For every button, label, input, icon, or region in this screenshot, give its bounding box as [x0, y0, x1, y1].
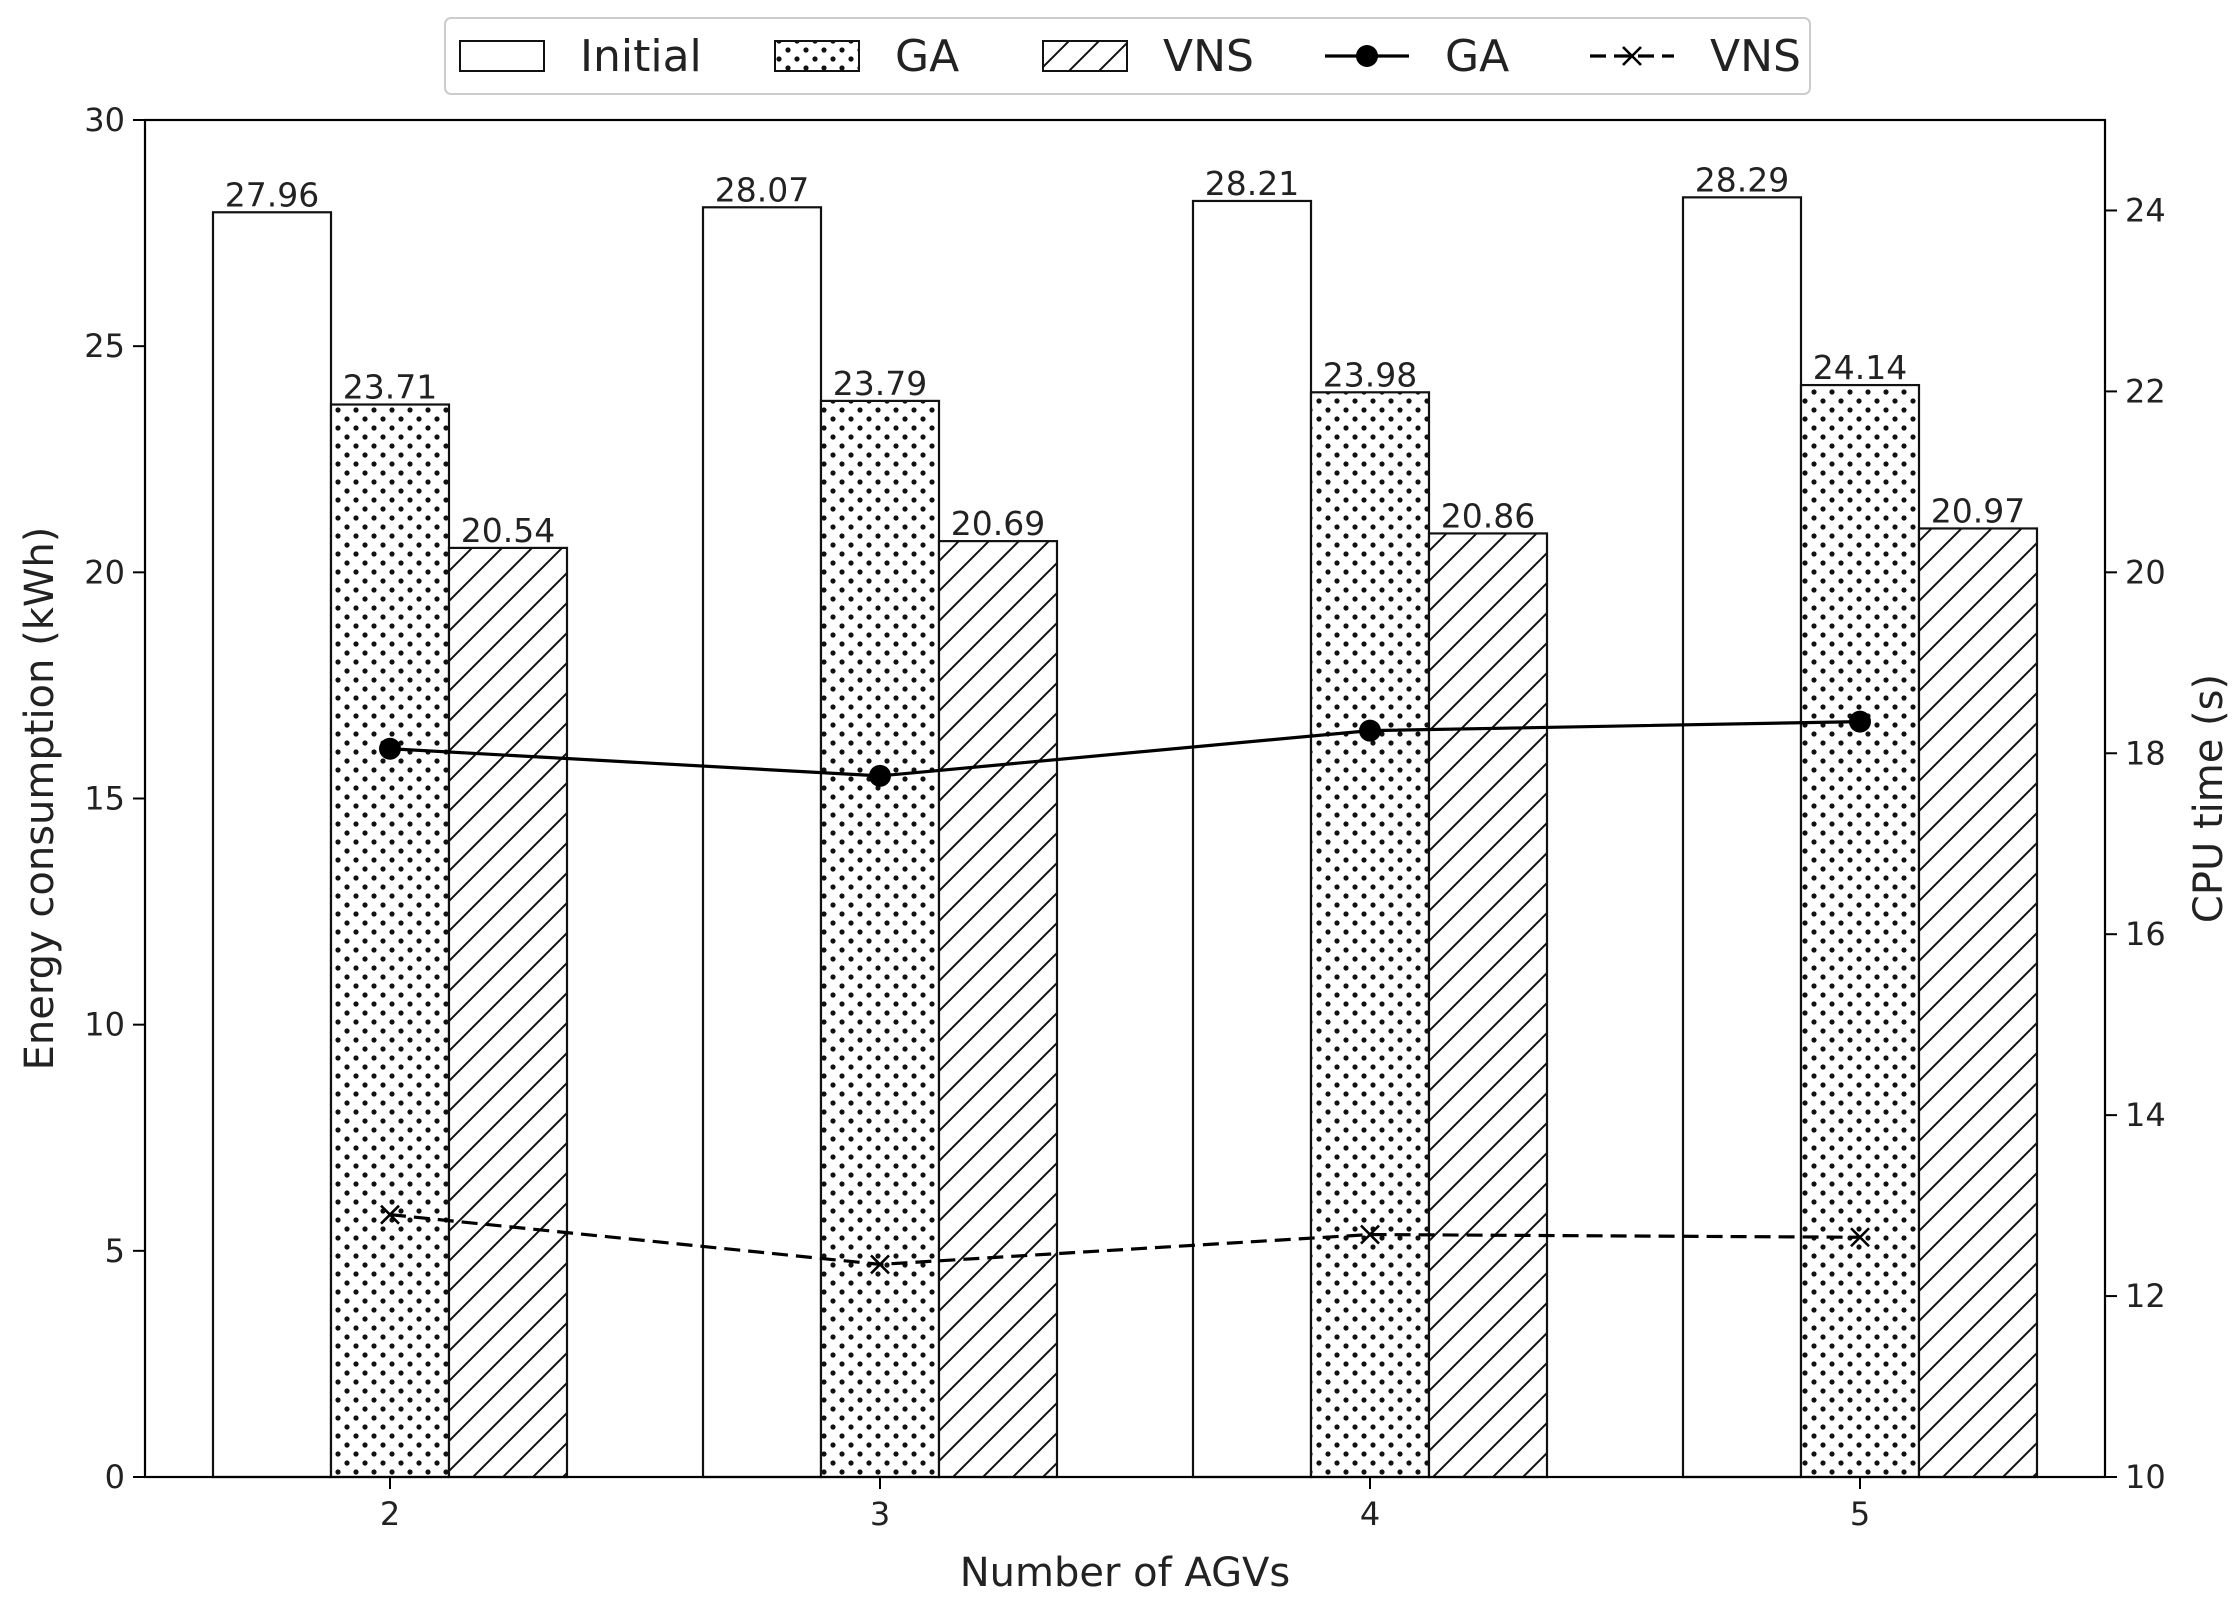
legend-label: Initial — [580, 31, 702, 82]
bar-ga-4 — [1309, 391, 1431, 1479]
legend-label: GA — [1445, 31, 1509, 82]
legend-swatch-initial — [459, 40, 545, 72]
y2-axis-label: CPU time (s) — [2186, 674, 2232, 923]
x-tick-label: 5 — [1850, 1495, 1870, 1533]
x-tick-label: 4 — [1360, 1495, 1380, 1533]
bar-value-label: 27.96 — [225, 175, 319, 214]
y-tick-label: 25 — [84, 327, 125, 365]
legend: Initial GA VNS GA VNS — [444, 17, 1811, 95]
bar-value-label: 20.86 — [1441, 496, 1535, 535]
y2-tick-label: 24 — [2125, 191, 2166, 229]
bar-vns-4 — [1427, 532, 1549, 1479]
y2-tick-label: 20 — [2125, 553, 2166, 591]
bar-value-label: 20.54 — [461, 511, 555, 550]
marker-vns-3 — [870, 1254, 890, 1275]
bar-value-labels: 27.96 28.07 28.21 28.29 23.71 23.79 23.98 24.14… — [225, 160, 2025, 550]
bar-initial-5 — [1681, 196, 1803, 1479]
bar-vns-3 — [937, 540, 1059, 1479]
y2-tick-label: 22 — [2125, 372, 2166, 410]
y-tick-label: 10 — [84, 1006, 125, 1044]
marker-ga-4 — [1359, 719, 1381, 742]
legend-marker-x — [1622, 46, 1642, 66]
bar-vns-2 — [447, 546, 569, 1479]
bar-ga-3 — [819, 399, 941, 1479]
bar-value-label: 23.71 — [343, 368, 437, 407]
marker-ga-5 — [1849, 710, 1871, 733]
marker-ga-2 — [379, 737, 401, 760]
y2-tick-label: 18 — [2125, 734, 2166, 772]
bar-value-label: 23.98 — [1323, 355, 1417, 394]
bar-initial-2 — [211, 211, 333, 1479]
y-tick-label: 0 — [105, 1458, 125, 1496]
bar-value-label: 20.69 — [951, 504, 1045, 543]
line-ga-cpu-time — [389, 720, 1861, 778]
bar-initial-3 — [701, 206, 823, 1479]
y-tick-label: 30 — [84, 101, 125, 139]
legend-label: GA — [895, 31, 959, 82]
y-tick-label: 5 — [105, 1232, 125, 1270]
bar-value-label: 24.14 — [1813, 348, 1907, 387]
y2-tick-label: 12 — [2125, 1277, 2166, 1315]
bar-value-label: 28.29 — [1695, 160, 1789, 199]
x-tick-label: 2 — [380, 1495, 400, 1533]
lines-layer — [379, 710, 1871, 1275]
y-axis-label: Energy consumption (kWh) — [17, 527, 63, 1071]
x-axis-label: Number of AGVs — [960, 1550, 1291, 1596]
bar-value-label: 28.07 — [715, 170, 809, 209]
legend-swatch-ga — [774, 40, 860, 72]
legend-label: VNS — [1710, 31, 1801, 82]
marker-vns-2 — [380, 1204, 400, 1225]
bar-value-label: 28.21 — [1205, 164, 1299, 203]
marker-vns-4 — [1360, 1224, 1380, 1245]
bars-layer — [211, 196, 2039, 1479]
bar-value-label: 20.97 — [1931, 491, 2025, 530]
legend-label: VNS — [1163, 31, 1254, 82]
marker-ga-3 — [869, 764, 891, 787]
y-tick-label: 20 — [84, 553, 125, 591]
marker-vns-5 — [1850, 1227, 1870, 1248]
y2-tick-label: 14 — [2125, 1096, 2166, 1134]
legend-swatch-vns — [1042, 40, 1128, 72]
y2-tick-label: 16 — [2125, 915, 2166, 953]
y2-tick-label: 10 — [2125, 1458, 2166, 1496]
bar-ga-5 — [1799, 383, 1921, 1479]
x-tick-label: 3 — [870, 1495, 890, 1533]
axes: 0 5 10 15 20 25 30 10 12 14 16 18 20 22 24 2 3 4 5 Number o… — [17, 101, 2232, 1596]
bar-initial-4 — [1191, 199, 1313, 1479]
line-vns-cpu-time — [389, 1213, 1861, 1267]
bar-ga-2 — [329, 403, 451, 1479]
bar-vns-5 — [1917, 527, 2039, 1479]
y-tick-label: 15 — [84, 780, 125, 818]
bar-value-label: 23.79 — [833, 364, 927, 403]
legend-marker-circle — [1356, 45, 1378, 67]
